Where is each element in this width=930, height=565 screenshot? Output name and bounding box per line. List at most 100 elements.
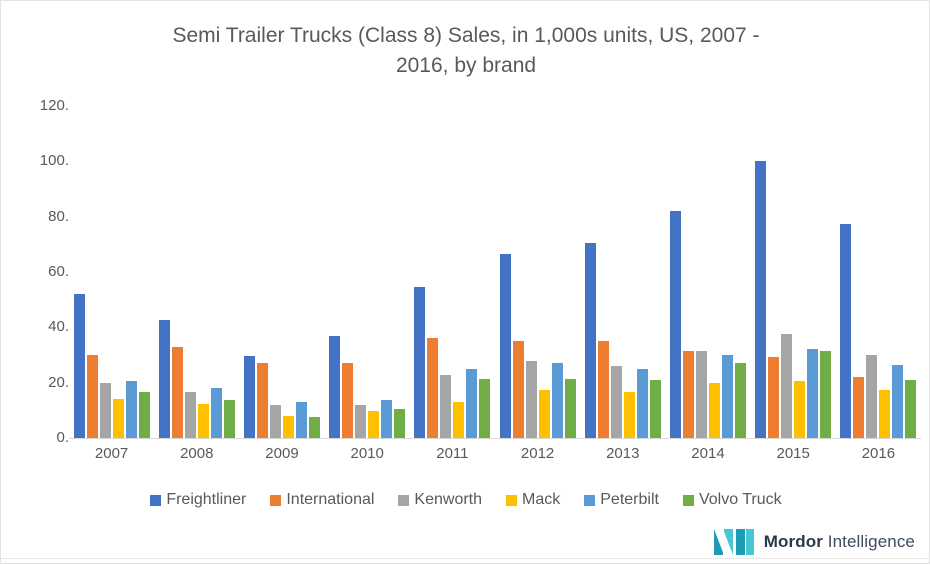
bar-peterbilt-2011[interactable] xyxy=(466,368,478,438)
x-axis-tick-label: 2011 xyxy=(436,445,469,462)
legend-item-peterbilt[interactable]: Peterbilt xyxy=(584,491,659,509)
brand-name: Mordor Intelligence xyxy=(764,532,915,552)
bar-peterbilt-2007[interactable] xyxy=(125,381,137,438)
bar-mack-2008[interactable] xyxy=(197,404,209,438)
bar-volvo-truck-2007[interactable] xyxy=(138,392,150,438)
bar-group xyxy=(836,106,921,438)
bar-freightliner-2014[interactable] xyxy=(669,211,681,438)
bar-international-2016[interactable] xyxy=(853,377,865,438)
bar-international-2011[interactable] xyxy=(427,337,439,438)
bar-volvo-truck-2011[interactable] xyxy=(479,378,491,438)
legend-label: Mack xyxy=(522,491,561,508)
bar-international-2013[interactable] xyxy=(597,341,609,438)
legend-item-mack[interactable]: Mack xyxy=(506,491,560,509)
bar-international-2009[interactable] xyxy=(256,363,268,438)
legend-label: International xyxy=(286,491,375,508)
x-axis-tick-label: 2009 xyxy=(265,445,299,462)
bar-freightliner-2008[interactable] xyxy=(158,320,170,438)
bar-kenworth-2010[interactable] xyxy=(355,404,367,438)
bar-international-2007[interactable] xyxy=(86,355,98,438)
bar-group xyxy=(580,106,665,438)
bar-mack-2014[interactable] xyxy=(708,382,720,438)
bar-freightliner-2007[interactable] xyxy=(73,294,85,438)
bar-peterbilt-2012[interactable] xyxy=(551,362,563,438)
legend-label: Kenworth xyxy=(414,491,483,508)
bar-kenworth-2012[interactable] xyxy=(525,360,537,438)
bar-kenworth-2016[interactable] xyxy=(866,355,878,438)
y-axis-tick-label: 0. xyxy=(56,429,69,446)
legend-item-kenworth[interactable]: Kenworth xyxy=(398,491,482,509)
bar-freightliner-2015[interactable] xyxy=(755,161,767,438)
bar-volvo-truck-2014[interactable] xyxy=(734,363,746,438)
bar-international-2015[interactable] xyxy=(768,357,780,438)
bar-freightliner-2016[interactable] xyxy=(840,223,852,438)
legend-item-freightliner[interactable]: Freightliner xyxy=(150,491,246,509)
bar-international-2008[interactable] xyxy=(171,347,183,438)
bar-peterbilt-2016[interactable] xyxy=(892,364,904,438)
bar-kenworth-2015[interactable] xyxy=(781,334,793,438)
brand-name-bold: Mordor xyxy=(763,532,823,551)
legend-item-volvo-truck[interactable]: Volvo Truck xyxy=(682,491,782,509)
bar-volvo-truck-2009[interactable] xyxy=(308,417,320,438)
bar-peterbilt-2009[interactable] xyxy=(295,402,307,438)
bar-mack-2013[interactable] xyxy=(623,392,635,438)
brand-logo: Mordor Intelligence xyxy=(713,529,915,555)
x-axis-tick-label: 2008 xyxy=(180,445,214,462)
bar-volvo-truck-2010[interactable] xyxy=(394,408,406,438)
bar-volvo-truck-2015[interactable] xyxy=(820,350,832,438)
bar-group xyxy=(154,106,239,438)
bar-kenworth-2009[interactable] xyxy=(269,404,281,438)
y-axis-tick-label: 20. xyxy=(48,373,69,391)
bar-kenworth-2013[interactable] xyxy=(610,365,622,438)
bar-freightliner-2010[interactable] xyxy=(329,336,341,438)
x-axis-tick-label: 2016 xyxy=(861,445,896,462)
x-axis-tick-label: 2010 xyxy=(350,445,384,462)
bar-mack-2015[interactable] xyxy=(794,381,806,438)
bar-mack-2009[interactable] xyxy=(282,415,294,438)
bar-kenworth-2011[interactable] xyxy=(440,374,452,438)
chart-title: Semi Trailer Trucks (Class 8) Sales, in … xyxy=(172,24,760,77)
bar-peterbilt-2015[interactable] xyxy=(807,349,819,438)
bar-group xyxy=(495,106,580,438)
legend-swatch-icon xyxy=(584,494,596,506)
y-axis-tick-label: 40. xyxy=(48,318,69,336)
bar-international-2014[interactable] xyxy=(682,350,694,438)
bar-peterbilt-2010[interactable] xyxy=(381,399,393,438)
bar-peterbilt-2013[interactable] xyxy=(636,369,648,438)
bar-international-2010[interactable] xyxy=(342,362,354,438)
footer-divider xyxy=(1,558,930,559)
legend-item-international[interactable]: International xyxy=(270,491,374,509)
bar-kenworth-2014[interactable] xyxy=(695,350,707,438)
bar-kenworth-2008[interactable] xyxy=(184,392,196,438)
bar-mack-2007[interactable] xyxy=(112,399,124,438)
bar-peterbilt-2014[interactable] xyxy=(721,355,733,438)
bar-freightliner-2013[interactable] xyxy=(584,242,596,438)
bar-volvo-truck-2016[interactable] xyxy=(905,379,917,438)
bar-mack-2016[interactable] xyxy=(879,389,891,438)
bar-volvo-truck-2012[interactable] xyxy=(564,378,576,438)
y-axis-tick-label: 80. xyxy=(48,207,69,225)
legend-swatch-icon xyxy=(506,494,518,506)
y-axis-tick-label: 100. xyxy=(39,152,69,170)
bar-freightliner-2011[interactable] xyxy=(414,287,426,438)
legend-label: Volvo Truck xyxy=(698,491,782,508)
bar-mack-2012[interactable] xyxy=(538,389,550,438)
bar-mack-2011[interactable] xyxy=(453,402,465,438)
bar-peterbilt-2008[interactable] xyxy=(210,387,222,438)
chart-legend: Freightliner International Kenworth Mack Pet… xyxy=(1,491,930,509)
bar-international-2012[interactable] xyxy=(512,340,524,438)
bar-freightliner-2009[interactable] xyxy=(243,355,255,438)
plot-area xyxy=(69,106,921,438)
bar-group xyxy=(325,106,410,438)
bar-kenworth-2007[interactable] xyxy=(99,383,111,438)
legend-swatch-icon xyxy=(150,494,162,506)
bar-freightliner-2012[interactable] xyxy=(499,254,511,438)
bar-volvo-truck-2008[interactable] xyxy=(223,399,235,438)
legend-swatch-icon xyxy=(398,494,410,506)
x-axis-tick-label: 2007 xyxy=(94,445,129,462)
mordor-m-logo-icon xyxy=(713,529,754,555)
bar-mack-2010[interactable] xyxy=(368,410,380,438)
bar-volvo-truck-2013[interactable] xyxy=(649,379,661,438)
